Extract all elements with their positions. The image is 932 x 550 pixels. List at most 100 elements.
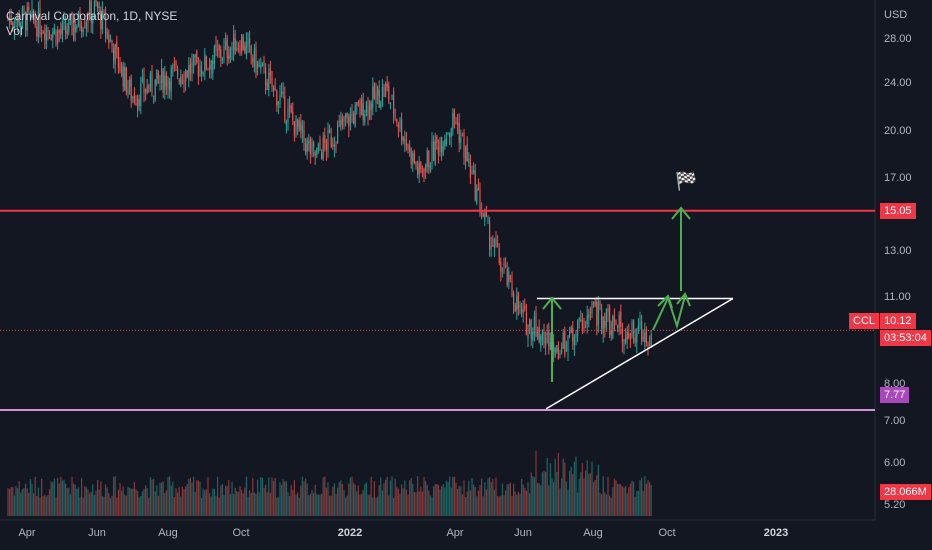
candle-body <box>634 337 636 342</box>
time-tick-label: Aug <box>583 527 603 539</box>
volume-bar <box>490 482 492 516</box>
volume-bar <box>570 466 572 516</box>
volume-bar <box>444 487 446 516</box>
volume-bar <box>37 487 39 516</box>
candle-body <box>151 71 153 93</box>
volume-bar <box>26 488 28 516</box>
candle-body <box>453 110 455 119</box>
volume-bar <box>217 476 219 516</box>
volume-bar <box>212 488 214 516</box>
arrow-target-head <box>671 206 691 220</box>
candle-body <box>221 58 223 61</box>
volume-bar <box>594 479 596 516</box>
candle-body <box>629 338 631 340</box>
volume-bar <box>277 496 279 516</box>
candle-body <box>17 13 19 22</box>
candle-body <box>325 141 327 151</box>
candle-body <box>215 44 217 49</box>
volume-bar <box>396 486 398 516</box>
volume-bar <box>245 476 247 516</box>
candle-body <box>345 114 347 119</box>
volume-bar <box>564 462 566 516</box>
volume-bar <box>378 485 380 516</box>
candle-body <box>556 344 558 353</box>
candle-body <box>418 162 420 175</box>
volume-bar <box>191 482 193 516</box>
currency-label[interactable]: USD <box>884 9 908 21</box>
legend-title[interactable]: Carnival Corporation, 1D, NYSE <box>6 9 178 23</box>
candle-body <box>573 337 575 346</box>
volume-bar <box>194 491 196 516</box>
candle-body <box>570 326 572 334</box>
volume-bar <box>522 484 524 516</box>
volume-bar <box>481 478 483 516</box>
volume-bar <box>47 494 49 516</box>
candle-body <box>81 25 83 32</box>
volume-bar <box>197 480 199 516</box>
candle-body <box>49 36 51 39</box>
time-tick-label: Apr <box>18 527 36 539</box>
volume-bar <box>434 484 436 516</box>
candle-body <box>463 132 465 158</box>
volume-bar <box>364 483 366 516</box>
candle-body <box>217 49 219 51</box>
volume-bar <box>287 492 289 516</box>
candle-body <box>237 47 239 49</box>
candle-body <box>250 45 252 56</box>
volume-bar <box>20 492 22 516</box>
volume-bar <box>169 476 171 516</box>
candle-body <box>85 22 87 29</box>
support-price-tag[interactable]: 7.77 <box>880 387 910 403</box>
volume-bar <box>324 476 326 516</box>
candle-body <box>137 99 139 110</box>
volume-bar <box>367 494 369 516</box>
symbol-tag[interactable]: CCL <box>849 313 880 329</box>
candle-body <box>621 329 623 342</box>
candle-body <box>170 68 172 93</box>
volume-bar <box>265 484 267 516</box>
volume-bar <box>231 481 233 516</box>
volume-bar <box>577 492 579 516</box>
candle-body <box>181 80 183 82</box>
volume-bar <box>623 487 625 516</box>
volume-bar <box>100 481 102 516</box>
volume-bar <box>535 450 537 516</box>
volume-bar <box>207 477 209 516</box>
volume-bar <box>314 484 316 516</box>
volume-bar <box>460 486 462 516</box>
candle-body <box>533 316 535 334</box>
volume-bar <box>381 490 383 516</box>
candle-body <box>149 73 151 90</box>
candle-body <box>349 114 351 125</box>
volume-bar <box>178 487 180 516</box>
candle-body <box>535 313 537 337</box>
volume-bar <box>113 476 115 516</box>
candle-body <box>273 85 275 91</box>
volume-bar <box>164 492 166 516</box>
candle-body <box>252 57 254 63</box>
last-price-tag[interactable]: 10.12 <box>880 313 916 329</box>
volume-bar <box>53 478 55 516</box>
volume-bar <box>204 490 206 516</box>
candle-body <box>442 145 444 155</box>
candle-body <box>391 95 393 100</box>
candle-body <box>60 28 62 35</box>
volume-bar <box>445 480 447 516</box>
volume-bar <box>45 496 47 516</box>
candle-body <box>633 320 635 334</box>
volume-bar <box>137 490 139 516</box>
candle-body <box>439 141 441 152</box>
volume-bar <box>210 496 212 516</box>
candle-body <box>362 103 364 121</box>
volume-bar <box>175 488 177 516</box>
volume-bar <box>345 497 347 516</box>
volume-bar <box>157 495 159 516</box>
candle-body <box>209 64 211 70</box>
volume-bar <box>426 484 428 516</box>
resistance-price-tag[interactable]: 15.05 <box>880 203 916 219</box>
volume-bar <box>28 492 30 516</box>
candle-body <box>516 296 518 311</box>
volume-bar <box>589 473 591 516</box>
